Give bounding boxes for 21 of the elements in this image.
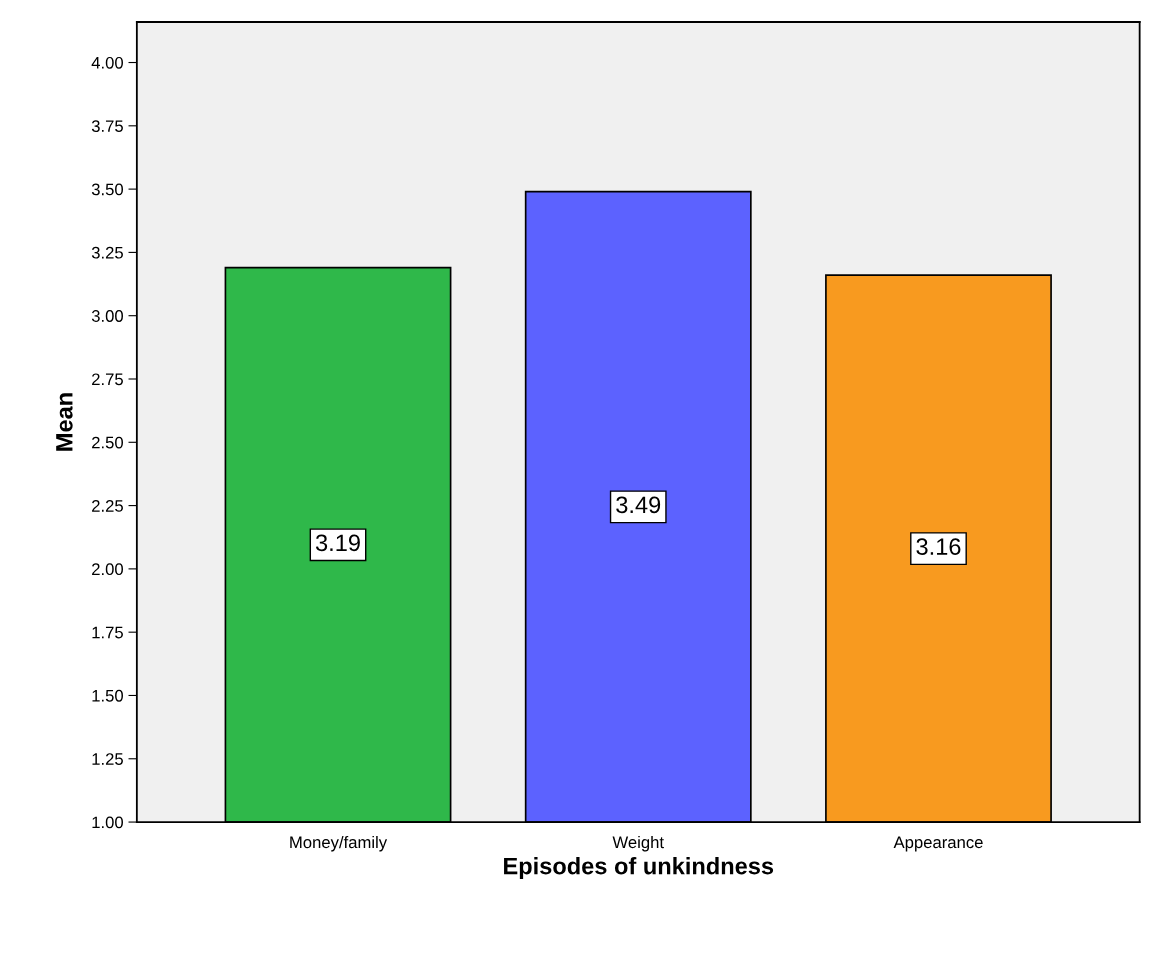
x-tick-label: Appearance — [893, 836, 983, 852]
y-axis-title: Mean — [56, 393, 73, 451]
data-label: 3.16 — [916, 538, 961, 555]
x-axis-title: Episodes of unkindness — [504, 857, 774, 880]
data-label: 3.19 — [315, 534, 360, 552]
y-tick-label: 4.00 — [91, 56, 124, 69]
y-tick-label: 3.25 — [91, 246, 123, 259]
x-tick-label: Money/family — [290, 835, 388, 852]
y-tick-label: 3.00 — [91, 310, 124, 322]
y-tick-label: 2.50 — [92, 436, 124, 449]
y-tick-label: 1.00 — [92, 816, 124, 829]
y-tick-label: 2.00 — [92, 563, 124, 576]
y-tick-label: 3.50 — [91, 183, 124, 196]
data-label: 3.49 — [616, 496, 661, 514]
y-tick-label: 2.75 — [92, 373, 123, 386]
x-tick-label: Weight — [612, 835, 664, 852]
y-tick-label: 1.25 — [92, 753, 123, 765]
y-tick-label: 1.75 — [92, 626, 123, 639]
y-tick-label: 3.75 — [91, 120, 123, 133]
y-tick-label: 2.25 — [92, 499, 123, 512]
y-tick-label: 1.50 — [92, 689, 124, 702]
